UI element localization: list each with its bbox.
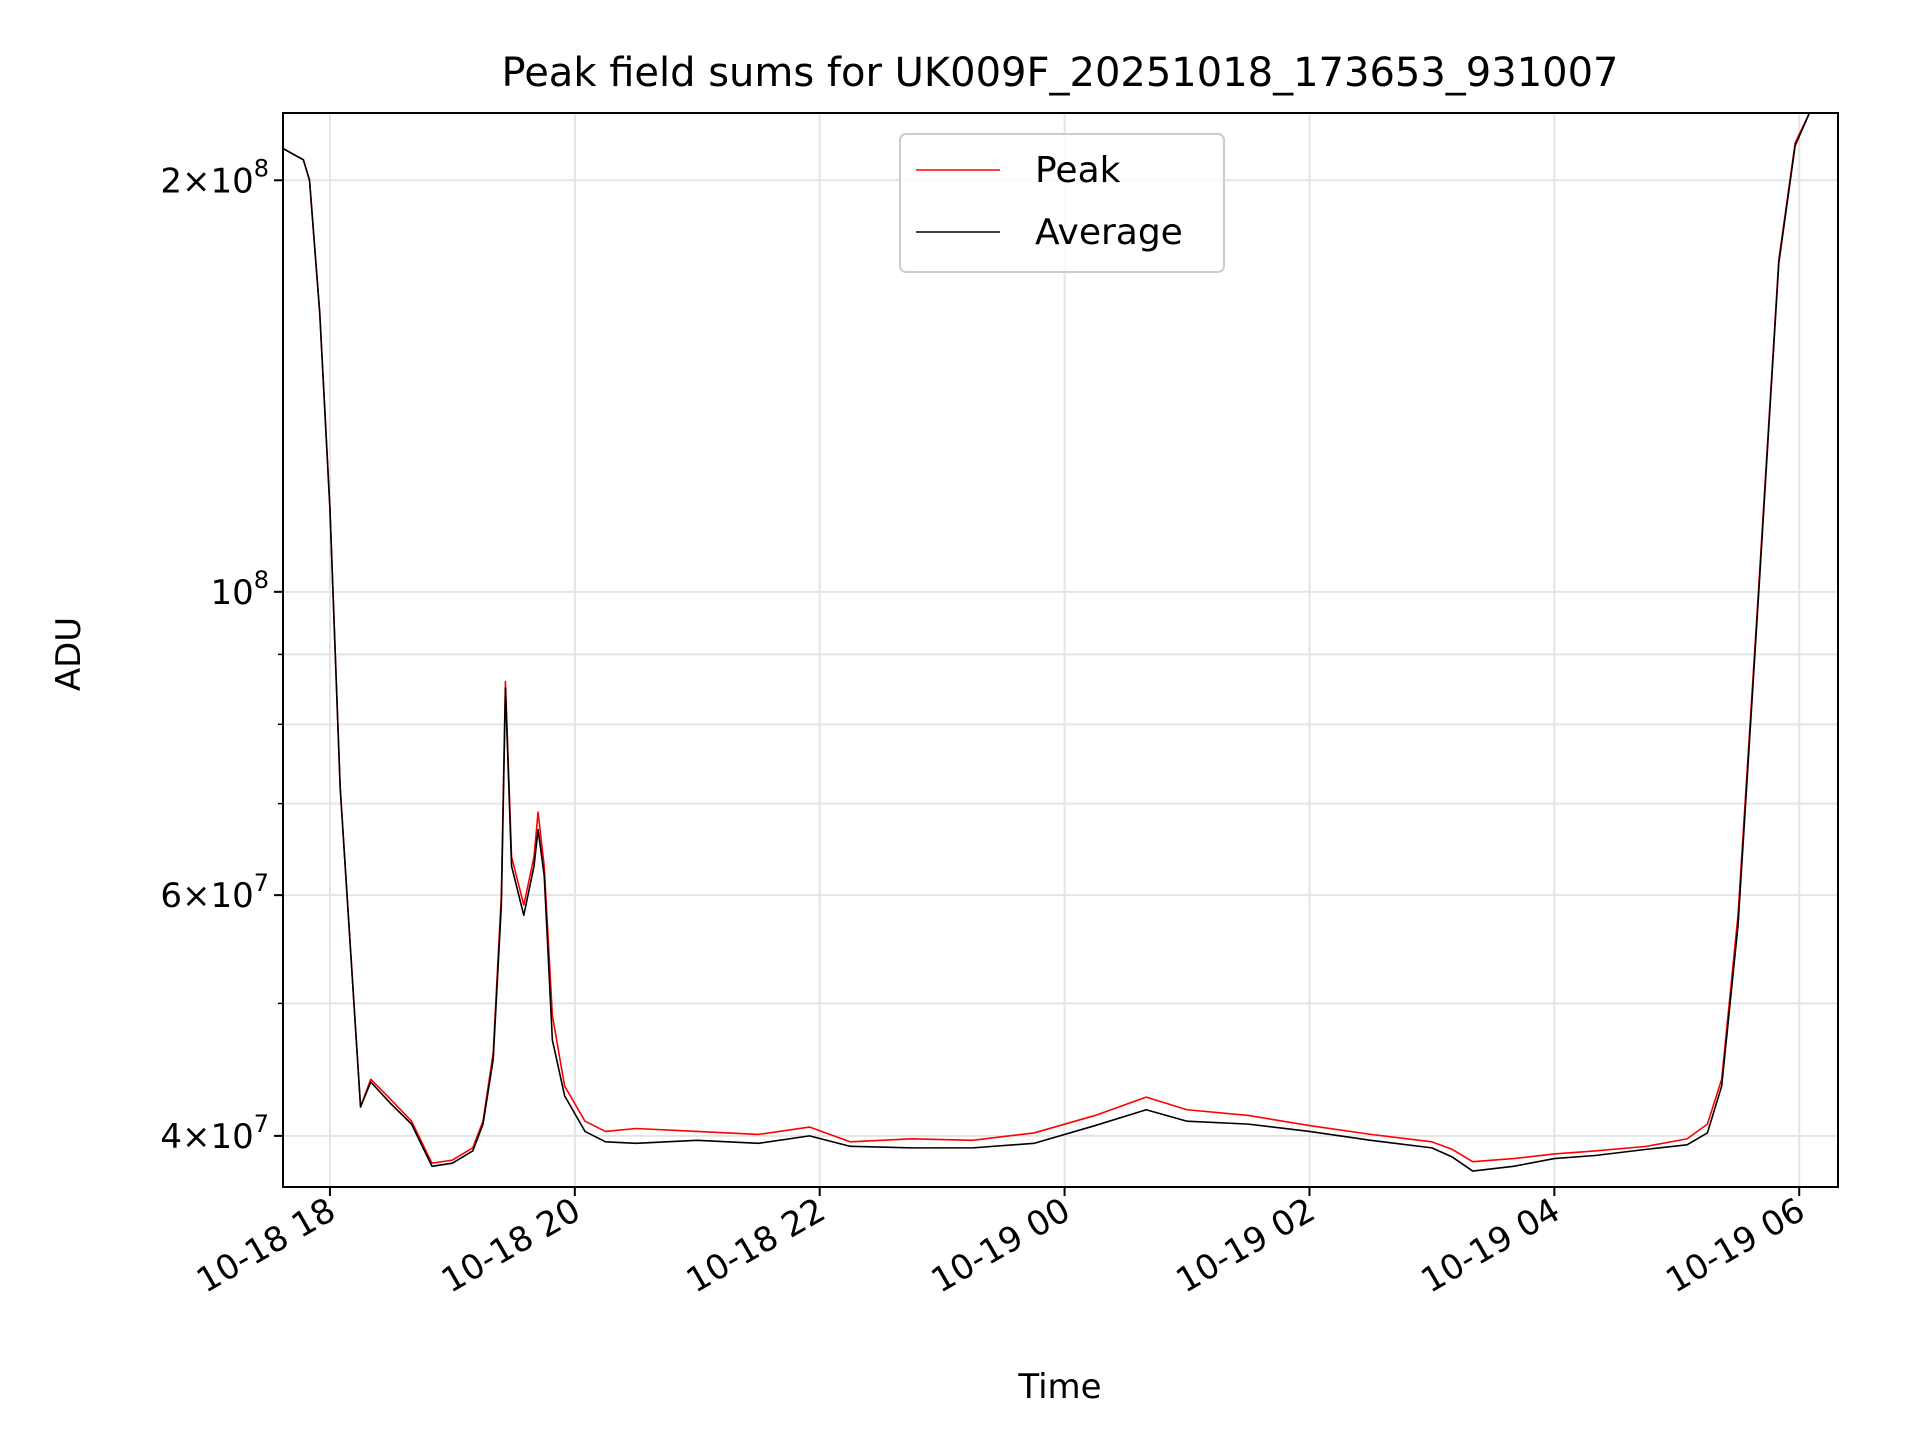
y-tick-label: 4×107 (160, 1110, 269, 1157)
x-tick-label: 10-18 18 (190, 1190, 342, 1301)
legend-label-peak: Peak (1035, 150, 1121, 191)
series-line-peak (283, 113, 1838, 1165)
x-axis-label: Time (1017, 1367, 1101, 1407)
x-tick-label: 10-18 20 (435, 1190, 587, 1301)
y-tick-mantissa: 10 (210, 573, 253, 613)
plot-series (283, 113, 1838, 1172)
x-tick-label: 10-19 06 (1659, 1190, 1811, 1301)
x-tick-label: 10-18 22 (680, 1190, 832, 1301)
y-tick-mantissa: 4×10 (160, 1117, 253, 1157)
y-tick-exponent: 7 (254, 869, 269, 897)
legend: Peak Average (899, 133, 1225, 273)
y-tick-label: 2×108 (160, 154, 269, 201)
y-tick-exponent: 7 (254, 1110, 269, 1138)
y-axis-label: ADU (49, 617, 89, 691)
y-tick-label: 108 (210, 566, 269, 613)
grid (283, 113, 1838, 1187)
chart-title: Peak field sums for UK009F_20251018_1736… (502, 50, 1619, 96)
legend-label-average: Average (1035, 212, 1183, 253)
y-tick-exponent: 8 (254, 566, 269, 594)
plot-frame (282, 112, 1839, 1188)
y-tick-mantissa: 6×10 (160, 876, 253, 916)
x-tick-label: 10-19 00 (925, 1190, 1077, 1301)
y-tick-mantissa: 2×10 (160, 161, 253, 201)
y-tick-exponent: 8 (254, 154, 269, 182)
x-tick-label: 10-19 04 (1414, 1190, 1566, 1301)
series-line-average (283, 113, 1838, 1172)
x-tick-label: 10-19 02 (1170, 1190, 1322, 1301)
y-tick-label: 6×107 (160, 869, 269, 916)
legend-box (899, 133, 1225, 273)
x-axis-ticks: 10-18 18 10-18 20 10-18 22 10-19 00 10-19 02… (190, 1187, 1812, 1301)
